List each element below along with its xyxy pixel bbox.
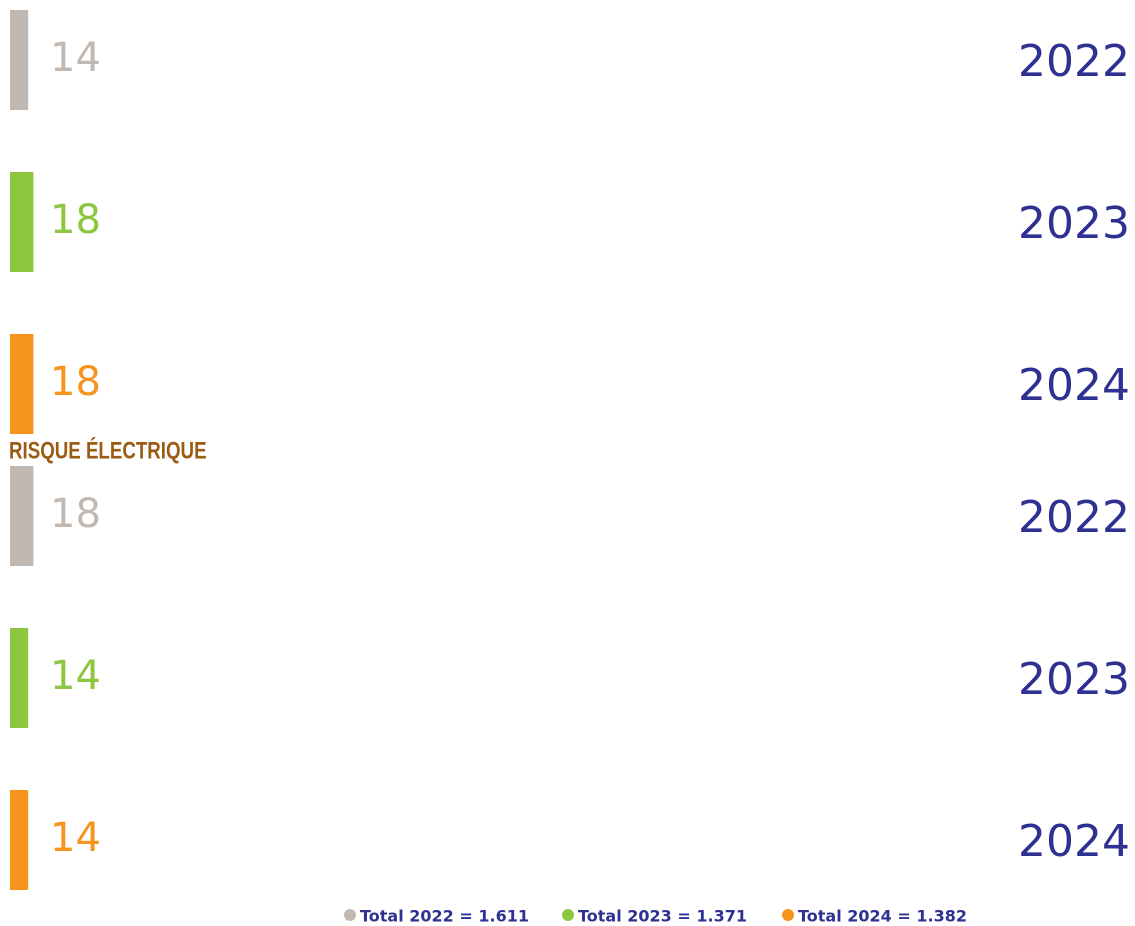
legend-label: Total 2024 = 1.382 — [798, 907, 967, 926]
bar — [10, 172, 34, 272]
year-label: 2024 — [1018, 360, 1130, 411]
year-label: 2022 — [1018, 36, 1130, 87]
value-label: 18 — [50, 491, 101, 537]
value-label: 14 — [50, 653, 101, 699]
bar — [10, 10, 29, 110]
value-label: 18 — [50, 359, 101, 405]
section-title: RISQUE ÉLECTRIQUE — [9, 436, 207, 464]
legend-dot — [782, 909, 794, 921]
year-label: 2023 — [1018, 654, 1130, 705]
year-label: 2024 — [1018, 816, 1130, 867]
legend-dot — [562, 909, 574, 921]
bar — [10, 628, 29, 728]
legend-label: Total 2022 = 1.611 — [360, 907, 529, 926]
year-label: 2023 — [1018, 198, 1130, 249]
bar — [10, 334, 34, 434]
legend-dot — [344, 909, 356, 921]
year-label: 2022 — [1018, 492, 1130, 543]
value-label: 14 — [50, 35, 101, 81]
bar — [10, 790, 29, 890]
value-label: 18 — [50, 197, 101, 243]
bar — [10, 466, 34, 566]
legend-label: Total 2023 = 1.371 — [578, 907, 747, 926]
value-label: 14 — [50, 815, 101, 861]
